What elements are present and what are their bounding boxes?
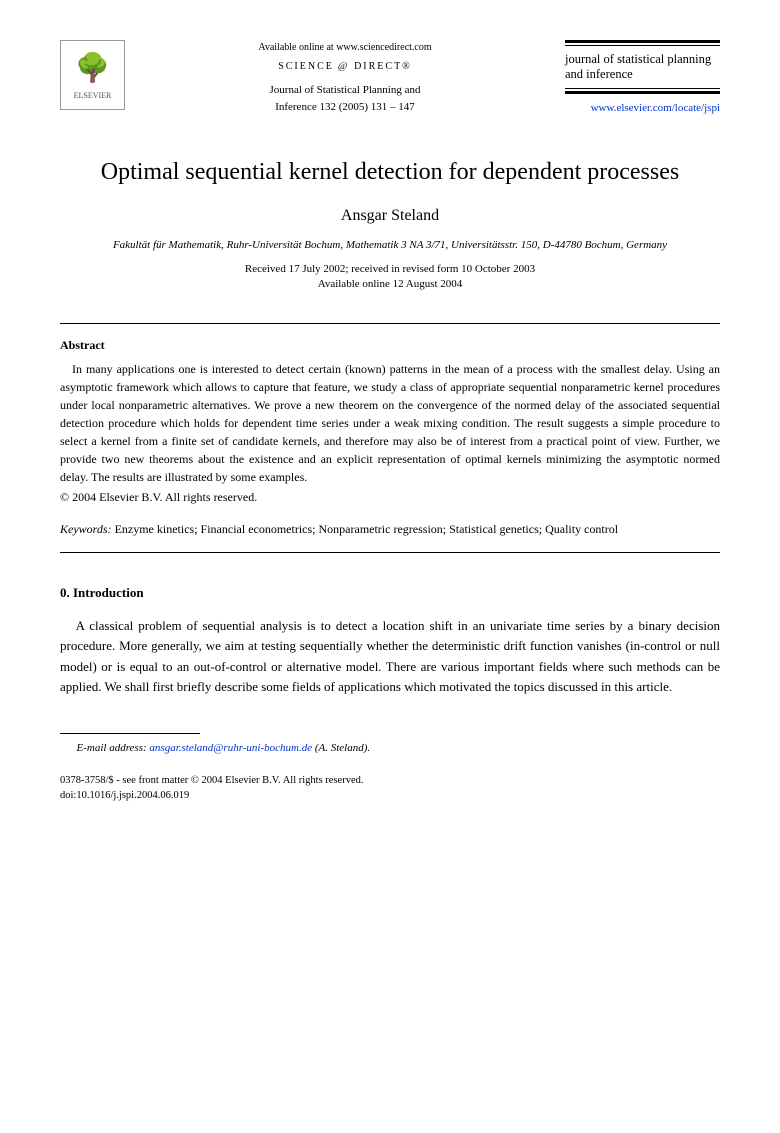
intro-paragraph: A classical problem of sequential analys… xyxy=(60,616,720,697)
sciencedirect-logo: SCIENCE @ DIRECT® xyxy=(145,59,545,74)
abstract-heading: Abstract xyxy=(60,336,720,354)
divider xyxy=(60,323,720,324)
email-label: E-mail address: xyxy=(77,742,147,754)
abstract-text: In many applications one is interested t… xyxy=(60,360,720,486)
email-footnote: E-mail address: ansgar.steland@ruhr-uni-… xyxy=(60,740,720,757)
author-email-link[interactable]: ansgar.steland@ruhr-uni-bochum.de xyxy=(149,742,312,754)
keywords-block: Keywords: Enzyme kinetics; Financial eco… xyxy=(60,520,720,538)
journal-reference-line2: Inference 132 (2005) 131 – 147 xyxy=(145,99,545,116)
received-date: Received 17 July 2002; received in revis… xyxy=(245,263,535,275)
journal-url-link[interactable]: www.elsevier.com/locate/jspi xyxy=(591,100,720,117)
article-dates: Received 17 July 2002; received in revis… xyxy=(60,262,720,293)
available-date: Available online 12 August 2004 xyxy=(318,278,463,290)
at-d-icon: @ xyxy=(337,59,350,74)
front-matter-text: 0378-3758/$ - see front matter © 2004 El… xyxy=(60,775,363,786)
journal-header-box: journal of statistical planning and infe… xyxy=(565,40,720,117)
header-row: 🌳 ELSEVIER Available online at www.scien… xyxy=(60,40,720,117)
publisher-logo: 🌳 ELSEVIER xyxy=(60,40,125,110)
author-name: Ansgar Steland xyxy=(60,204,720,228)
journal-reference-line1: Journal of Statistical Planning and xyxy=(145,82,545,99)
intro-heading: 0. Introduction xyxy=(60,583,720,603)
abstract-copyright: © 2004 Elsevier B.V. All rights reserved… xyxy=(60,488,720,506)
journal-title: journal of statistical planning and infe… xyxy=(565,52,720,82)
author-affiliation: Fakultät für Mathematik, Ruhr-Universitä… xyxy=(60,238,720,252)
keywords-text: Enzyme kinetics; Financial econometrics;… xyxy=(112,522,619,536)
divider xyxy=(565,40,720,43)
keywords-label: Keywords: xyxy=(60,522,112,536)
article-title: Optimal sequential kernel detection for … xyxy=(60,157,720,188)
footer-copyright: 0378-3758/$ - see front matter © 2004 El… xyxy=(60,774,720,803)
divider xyxy=(565,88,720,89)
divider xyxy=(565,45,720,46)
divider xyxy=(60,552,720,553)
available-online-text: Available online at www.sciencedirect.co… xyxy=(145,40,545,55)
center-header: Available online at www.sciencedirect.co… xyxy=(125,40,565,115)
doi-text: doi:10.1016/j.jspi.2004.06.019 xyxy=(60,790,189,801)
footnote-divider xyxy=(60,733,200,734)
divider xyxy=(565,91,720,94)
email-author-suffix: (A. Steland). xyxy=(312,742,370,754)
publisher-name: ELSEVIER xyxy=(74,90,112,102)
elsevier-tree-icon: 🌳 xyxy=(75,48,110,90)
